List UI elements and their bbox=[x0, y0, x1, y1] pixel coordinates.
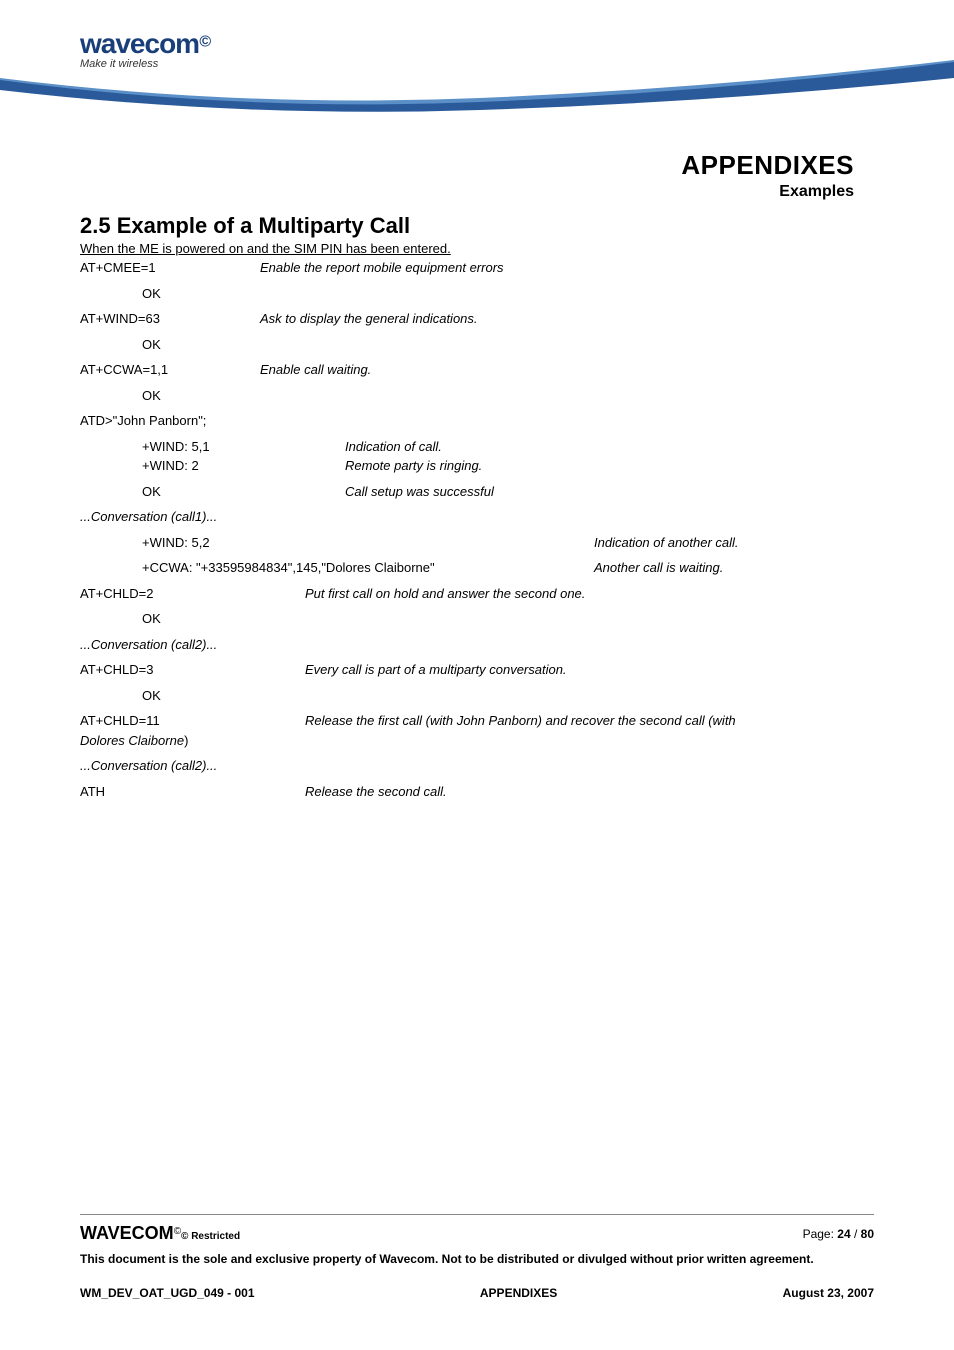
chld11-paren: ) bbox=[184, 733, 188, 748]
conversation-note: ...Conversation (call2)... bbox=[80, 635, 874, 655]
footer-top-row: wavecom©© Restricted Page: 24 / 80 bbox=[80, 1223, 874, 1244]
section-intro: When the ME is powered on and the SIM PI… bbox=[80, 241, 874, 256]
cmd-text: AT+CMEE=1 bbox=[80, 258, 260, 278]
response-row: OK bbox=[80, 335, 874, 355]
wind-2: +WIND: 2 bbox=[142, 456, 345, 476]
setup-success: Call setup was successful bbox=[345, 482, 494, 502]
brand-logo: wavecom© bbox=[80, 28, 211, 60]
cmd-chld3: AT+CHLD=3 bbox=[80, 660, 305, 680]
footer-brand: wavecom bbox=[80, 1223, 174, 1244]
page-sep: / bbox=[851, 1227, 861, 1241]
conversation-note: ...Conversation (call2)... bbox=[80, 756, 874, 776]
cmd-row: AT+CHLD=3 Every call is part of a multip… bbox=[80, 660, 874, 680]
content-body: 2.5 Example of a Multiparty Call When th… bbox=[0, 201, 954, 801]
footer-center: APPENDIXES bbox=[480, 1286, 557, 1300]
ccwa-resp-row: +CCWA: "+33595984834",145,"Dolores Claib… bbox=[80, 558, 874, 578]
wind-descs: Indication of call. Remote party is ring… bbox=[345, 437, 482, 476]
ind-another: Indication of another call. bbox=[594, 533, 874, 553]
examples-subtitle: Examples bbox=[0, 183, 854, 201]
cmd-ath: ATH bbox=[80, 782, 305, 802]
footer-bottom-row: WM_DEV_OAT_UGD_049 - 001 APPENDIXES Augu… bbox=[80, 1286, 874, 1300]
wind-52: +WIND: 5,2 bbox=[80, 533, 345, 553]
wind-51: +WIND: 5,1 bbox=[142, 437, 345, 457]
brand-mark-icon: © bbox=[199, 34, 211, 51]
footer-logo-block: wavecom©© Restricted bbox=[80, 1223, 240, 1244]
page-header: wavecom© Make it wireless bbox=[0, 0, 954, 130]
chld11-row: AT+CHLD=11Release the first call (with J… bbox=[80, 711, 874, 750]
response-ok: OK bbox=[80, 284, 260, 304]
ok-setup-row: OK Call setup was successful bbox=[80, 482, 874, 502]
page-current: 24 bbox=[837, 1227, 850, 1241]
response-ok: OK bbox=[80, 609, 260, 629]
ringing: Remote party is ringing. bbox=[345, 456, 482, 476]
wind-indication-block: +WIND: 5,1 +WIND: 2 Indication of call. … bbox=[80, 437, 874, 476]
doc-id: WM_DEV_OAT_UGD_049 - 001 bbox=[80, 1286, 255, 1300]
response-row: OK bbox=[80, 386, 874, 406]
chld2-desc: Put first call on hold and answer the se… bbox=[305, 584, 874, 604]
response-row: OK bbox=[80, 284, 874, 304]
cmd-row: ATH Release the second call. bbox=[80, 782, 874, 802]
cmd-chld2: AT+CHLD=2 bbox=[80, 584, 305, 604]
cmd-row: AT+CMEE=1 Enable the report mobile equip… bbox=[80, 258, 874, 278]
wind52-row: +WIND: 5,2 Indication of another call. bbox=[80, 533, 874, 553]
page-footer: wavecom©© Restricted Page: 24 / 80 This … bbox=[80, 1214, 874, 1300]
cmd-row: AT+CCWA=1,1 Enable call waiting. bbox=[80, 360, 874, 380]
ccwa-response: +CCWA: "+33595984834",145,"Dolores Claib… bbox=[80, 558, 594, 578]
chld3-desc: Every call is part of a multiparty conve… bbox=[305, 660, 874, 680]
footer-disclaimer: This document is the sole and exclusive … bbox=[80, 1252, 874, 1268]
cmd-desc: Enable the report mobile equipment error… bbox=[260, 258, 874, 278]
header-swoosh-decor bbox=[0, 60, 954, 130]
heading-block: APPENDIXES Examples bbox=[0, 150, 954, 201]
footer-date: August 23, 2007 bbox=[783, 1286, 874, 1300]
page-number: Page: 24 / 80 bbox=[803, 1227, 874, 1241]
page-total: 80 bbox=[861, 1227, 874, 1241]
ind-call: Indication of call. bbox=[345, 437, 482, 457]
cmd-chld11: AT+CHLD=11 bbox=[80, 711, 305, 731]
cmd-desc: Enable call waiting. bbox=[260, 360, 874, 380]
chld11-desc-p2: Dolores Claiborne bbox=[80, 733, 184, 748]
cmd-atd: ATD>"John Panborn"; bbox=[80, 413, 206, 428]
appendixes-title: APPENDIXES bbox=[0, 150, 854, 181]
brand-name: wavecom bbox=[80, 28, 199, 59]
cmd-row: AT+CHLD=2 Put first call on hold and ans… bbox=[80, 584, 874, 604]
cmd-desc: Ask to display the general indications. bbox=[260, 309, 874, 329]
wind-codes: +WIND: 5,1 +WIND: 2 bbox=[80, 437, 345, 476]
footer-restricted: © Restricted bbox=[181, 1231, 240, 1242]
cmd-text: AT+WIND=63 bbox=[80, 309, 260, 329]
response-ok: OK bbox=[80, 386, 260, 406]
page-label: Page: bbox=[803, 1227, 838, 1241]
cmd-text: AT+CCWA=1,1 bbox=[80, 360, 260, 380]
cmd-row: ATD>"John Panborn"; bbox=[80, 411, 874, 431]
document-page: wavecom© Make it wireless APPENDIXES Exa… bbox=[0, 0, 954, 1350]
cmd-row: AT+WIND=63 Ask to display the general in… bbox=[80, 309, 874, 329]
footer-mark-icon: © bbox=[174, 1226, 181, 1237]
response-ok: OK bbox=[80, 482, 345, 502]
response-ok: OK bbox=[80, 335, 260, 355]
footer-divider bbox=[80, 1214, 874, 1215]
response-row: OK bbox=[80, 686, 874, 706]
response-ok: OK bbox=[80, 686, 260, 706]
call-waiting-note: Another call is waiting. bbox=[594, 558, 874, 578]
response-row: OK bbox=[80, 609, 874, 629]
ath-desc: Release the second call. bbox=[305, 782, 874, 802]
section-title: 2.5 Example of a Multiparty Call bbox=[80, 213, 874, 239]
chld11-desc-p1: Release the first call (with John Panbor… bbox=[305, 713, 736, 728]
conversation-note: ...Conversation (call1)... bbox=[80, 507, 874, 527]
